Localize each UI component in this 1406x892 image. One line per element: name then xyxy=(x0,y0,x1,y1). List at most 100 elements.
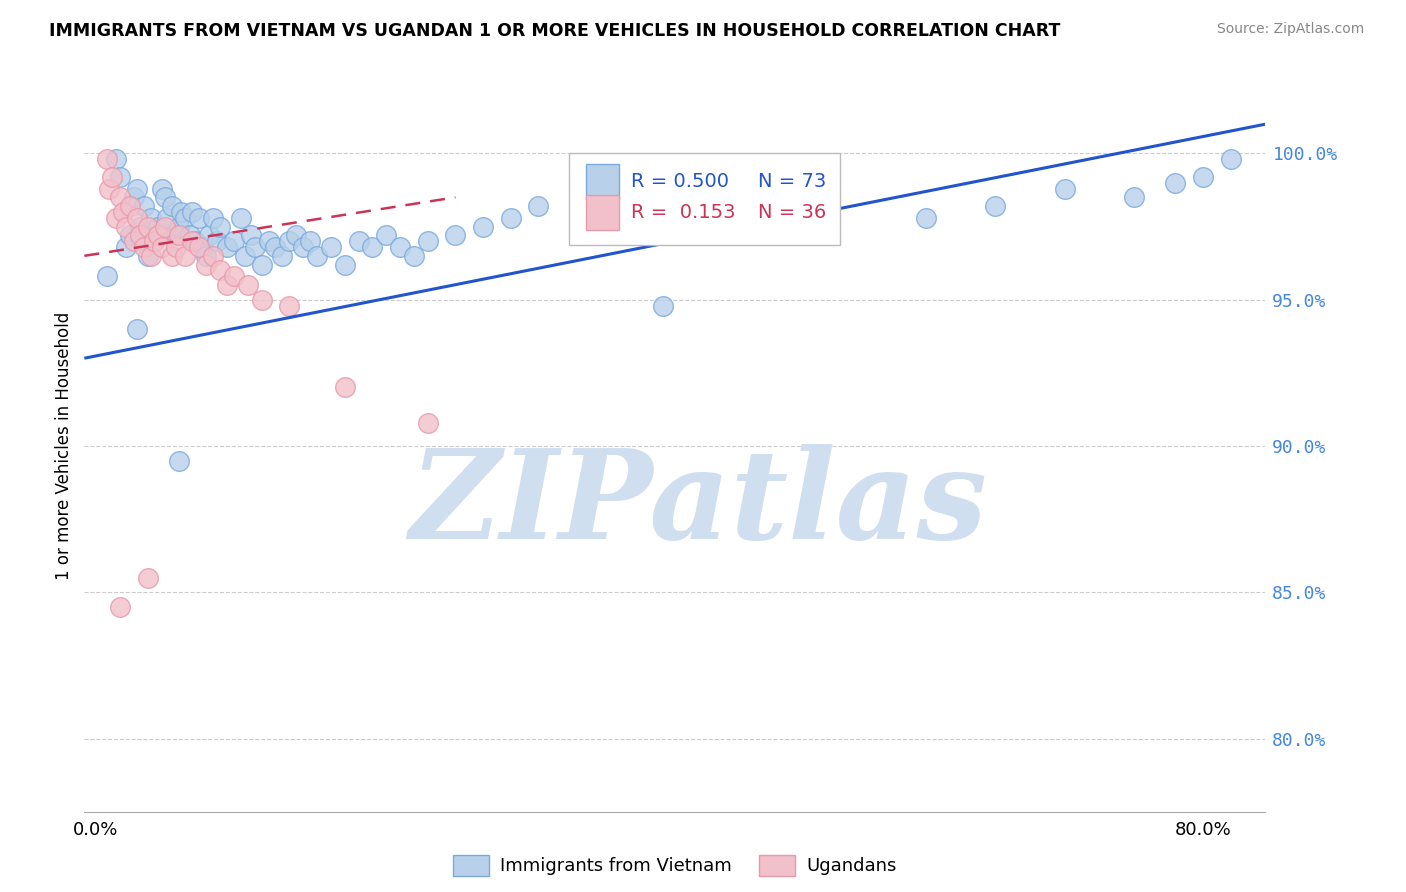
Point xyxy=(179,228,201,243)
Point xyxy=(416,234,439,248)
Point xyxy=(347,234,370,248)
Point xyxy=(229,211,252,225)
Point xyxy=(416,416,439,430)
Point xyxy=(184,234,207,248)
Point xyxy=(125,322,148,336)
Point xyxy=(139,211,162,225)
Point xyxy=(193,240,215,254)
Y-axis label: 1 or more Vehicles in Household: 1 or more Vehicles in Household xyxy=(55,312,73,580)
Point xyxy=(136,249,159,263)
Point xyxy=(167,219,190,234)
Point xyxy=(299,234,322,248)
Point xyxy=(136,219,159,234)
Point xyxy=(150,181,173,195)
FancyBboxPatch shape xyxy=(568,153,841,245)
Point xyxy=(333,258,356,272)
Point xyxy=(527,199,550,213)
Point xyxy=(472,219,495,234)
Point xyxy=(319,240,342,254)
Point xyxy=(1192,169,1215,184)
Point xyxy=(278,299,301,313)
Point xyxy=(198,228,221,243)
Point xyxy=(181,234,204,248)
Point xyxy=(569,190,592,204)
Point xyxy=(305,249,328,263)
Point xyxy=(188,240,211,254)
Point xyxy=(195,249,218,263)
Point xyxy=(118,199,141,213)
Point xyxy=(165,240,187,254)
Point xyxy=(610,181,633,195)
Point xyxy=(105,153,128,167)
Point xyxy=(146,219,169,234)
Point xyxy=(207,234,229,248)
Point xyxy=(170,205,193,219)
Point xyxy=(110,599,132,614)
Point xyxy=(174,211,197,225)
Point xyxy=(112,205,135,219)
Point xyxy=(1053,181,1076,195)
Point xyxy=(257,234,280,248)
Point xyxy=(122,190,145,204)
Point xyxy=(98,181,121,195)
Point xyxy=(105,211,128,225)
Point xyxy=(749,181,772,195)
Point xyxy=(915,211,938,225)
Point xyxy=(115,219,138,234)
Point xyxy=(142,234,165,248)
FancyBboxPatch shape xyxy=(586,163,620,199)
Point xyxy=(115,240,138,254)
Point xyxy=(652,299,675,313)
Text: ZIPatlas: ZIPatlas xyxy=(409,443,987,566)
Point xyxy=(122,234,145,248)
Text: Source: ZipAtlas.com: Source: ZipAtlas.com xyxy=(1216,22,1364,37)
FancyBboxPatch shape xyxy=(586,195,620,230)
Point xyxy=(215,240,238,254)
Point xyxy=(202,211,225,225)
Point xyxy=(984,199,1007,213)
Point xyxy=(142,234,165,248)
Point xyxy=(292,240,315,254)
Point xyxy=(264,240,287,254)
Point xyxy=(250,293,273,307)
Point xyxy=(150,240,173,254)
Point xyxy=(1219,153,1241,167)
Point xyxy=(136,571,159,585)
Point xyxy=(665,190,688,204)
Point xyxy=(236,278,259,293)
Text: R = 0.500: R = 0.500 xyxy=(631,172,730,191)
Text: R =  0.153: R = 0.153 xyxy=(631,203,735,222)
Point xyxy=(165,228,187,243)
Point xyxy=(153,190,176,204)
Point xyxy=(402,249,425,263)
Point xyxy=(156,211,179,225)
Point xyxy=(215,278,238,293)
Point xyxy=(333,380,356,394)
Point xyxy=(209,219,232,234)
Point xyxy=(285,228,308,243)
Point xyxy=(250,258,273,272)
Point xyxy=(233,249,256,263)
Point xyxy=(278,234,301,248)
Point xyxy=(146,228,169,243)
Point xyxy=(153,219,176,234)
Point xyxy=(128,228,150,243)
Point xyxy=(361,240,384,254)
Point xyxy=(174,249,197,263)
Point xyxy=(132,240,155,254)
Point xyxy=(1122,190,1144,204)
Point xyxy=(110,190,132,204)
Point xyxy=(818,219,841,234)
Point xyxy=(209,263,232,277)
Point xyxy=(128,219,150,234)
Point xyxy=(195,258,218,272)
Point xyxy=(132,199,155,213)
Point xyxy=(375,228,398,243)
Text: N = 73: N = 73 xyxy=(758,172,825,191)
Point xyxy=(167,453,190,467)
Point xyxy=(181,205,204,219)
Point xyxy=(160,249,183,263)
Point xyxy=(239,228,262,243)
Point xyxy=(444,228,467,243)
Point xyxy=(101,169,124,184)
